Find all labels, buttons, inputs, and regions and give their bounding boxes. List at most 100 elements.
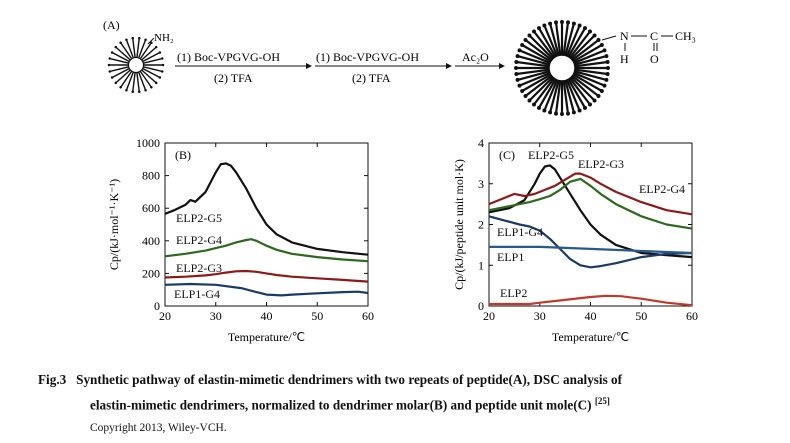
dendrimer-end [523,38,528,42]
arrowhead-step1 [306,63,312,69]
dendrimer-end [527,98,532,103]
dendrimer-end [119,41,122,45]
series-line-elp2-g3 [164,269,369,283]
dendrimer-end [532,102,536,107]
series-line-elp2-g5 [164,162,369,256]
dendrimer-branch [521,73,552,92]
dendrimer-branch [141,69,157,84]
x-tick-label: 30 [210,309,222,323]
dendrimer-end [560,112,564,116]
panel-label: (B) [175,148,191,162]
dendrimer-end [107,63,111,67]
dendrimer-branch [543,25,559,57]
dendrimer-branch [142,51,161,63]
dendrimer-branch [524,39,553,62]
dendrimer-end [599,89,604,93]
dendrimer-branch [574,68,608,76]
dendrimer-end [150,41,153,45]
product-o: O [650,52,659,66]
step1-line1: (1) Boc-VPGVG-OH [177,50,280,64]
series-line-elp1-g4 [164,282,369,297]
dendrimer-end [514,72,519,76]
dendrimer-end [583,105,587,110]
dendrimer-branch [524,74,553,97]
dendrimer-end [599,43,604,47]
x-axis-label: Temperature/℃ [228,330,305,344]
dendrimer-end [523,94,528,98]
dendrimer-end [532,29,536,34]
scheme-panel: (A) NH₂ (1) Boc-VPGVG-OH (2) TFA (1) Boc… [103,18,696,116]
dendrimer-branch [521,44,552,63]
y-tick-label: 0 [154,299,160,313]
product-ch3: CH₃ [675,29,696,43]
dendrimer-branch [549,80,560,113]
dendrimer-branch [120,42,133,60]
dendrimer-branch [533,30,556,59]
dendrimer-end [114,45,118,49]
step2-line2: (2) TFA [352,71,391,85]
y-tick-label: 4 [478,136,484,150]
arrowhead-step3 [499,63,505,69]
dendrimer-branch [516,68,550,76]
dendrimer-end [125,38,128,42]
dendrimer-end [571,110,576,115]
dendrimer-end [158,51,162,54]
dendrimer-branch [572,44,603,63]
dendrimer-branch [562,22,570,56]
dendrimer-end [108,70,112,73]
dendrimer-end [517,83,522,88]
dendrimer-branch [570,34,596,60]
x-tick-label: 30 [534,309,546,323]
dendrimer-end [125,88,128,92]
series-label-elp2-g3: ELP2-G3 [578,157,624,171]
dendrimer-branch [538,78,557,109]
series-line-elp1-g4 [488,215,693,269]
dendrimer-end [566,111,570,116]
dendrimer-end [566,20,570,25]
x-tick-label: 60 [686,309,698,323]
dendrimer-branch [115,46,131,61]
dendrimer-branch [109,57,129,64]
dendrimer-end [554,20,558,25]
dendrimer-end [150,85,153,89]
y-tick-label: 2 [478,218,484,232]
dendrimer-branch [567,78,586,109]
dendrimer-branch [517,70,550,81]
arrowhead-step2 [446,63,452,69]
caption-ref: [25] [594,396,610,406]
x-tick-label: 40 [585,309,597,323]
x-tick-label: 20 [483,309,495,323]
dendrimer-branch [517,55,550,66]
dendrimer-end [527,33,532,38]
dendrimer-end [110,76,114,79]
dendrimer-small-icon [107,36,165,94]
dendrimer-end [560,20,564,24]
dendrimer-end [588,102,592,107]
series-line-elp2 [489,294,693,307]
series-line-elp2-g3 [488,172,693,216]
dendrimer-end [602,48,607,53]
dendrimer-end [604,77,609,82]
series-label-elp2-g5: ELP2-G5 [176,211,222,225]
panel-label: (C) [499,148,515,162]
x-tick-label: 20 [159,309,171,323]
dendrimer-end [606,66,610,70]
chart-panel-b: 20 30 40 50 6002004006008001000(B)Temperatur… [107,136,374,344]
dendrimer-branch [111,51,130,63]
dendrimer-branch [554,80,562,114]
dendrimer-branch [564,80,575,113]
dendrimer-end [542,23,547,28]
y-axis-label: Cp/(kJ·mol⁻¹·K⁻¹) [107,179,121,270]
caption-line-2: elastin-mimetic dendrimers, normalized t… [90,396,790,413]
dendrimer-branch [132,72,136,92]
dendrimer-end [571,21,576,26]
y-tick-label: 3 [478,177,484,191]
y-tick-label: 1000 [136,136,160,150]
dendrimer-branch [562,80,570,114]
dendrimer-branch [125,39,134,59]
series-label-elp2-g4: ELP2-G4 [639,182,685,196]
y-tick-label: 0 [478,299,484,313]
dendrimer-end [537,26,541,31]
series-label-elp1: ELP1 [497,250,524,264]
dendrimer-end [154,45,158,49]
